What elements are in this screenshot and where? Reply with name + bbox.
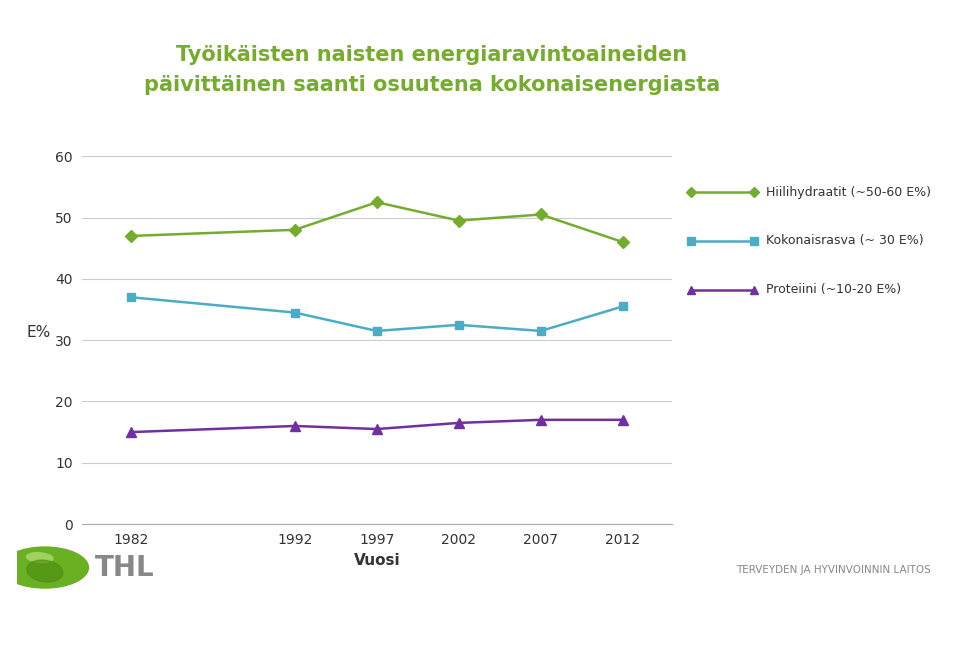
Text: Hiilihydraatit (~50-60 E%): Hiilihydraatit (~50-60 E%): [766, 186, 930, 199]
Text: Työikäisten naisten energiaravintoaineiden: Työikäisten naisten energiaravintoaineid…: [177, 46, 687, 65]
Text: Proteiini (~10-20 E%): Proteiini (~10-20 E%): [766, 283, 900, 296]
X-axis label: Vuosi: Vuosi: [353, 553, 400, 568]
Text: päivittäinen saanti osuutena kokonaisenergiasta: päivittäinen saanti osuutena kokonaisene…: [144, 75, 720, 94]
Text: 25.11.2012: 25.11.2012: [17, 622, 88, 635]
Ellipse shape: [26, 553, 53, 562]
Text: TERVEYDEN JA HYVINVOINNIN LAITOS: TERVEYDEN JA HYVINVOINNIN LAITOS: [736, 564, 931, 575]
Text: THL: THL: [95, 553, 155, 581]
Circle shape: [1, 547, 88, 588]
Text: 13: 13: [927, 622, 943, 635]
Text: Esityksen nimi / Tekijä: Esityksen nimi / Tekijä: [411, 622, 549, 635]
Text: Kokonaisrasva (~ 30 E%): Kokonaisrasva (~ 30 E%): [766, 234, 924, 247]
Ellipse shape: [27, 560, 62, 582]
Y-axis label: E%: E%: [26, 325, 51, 340]
